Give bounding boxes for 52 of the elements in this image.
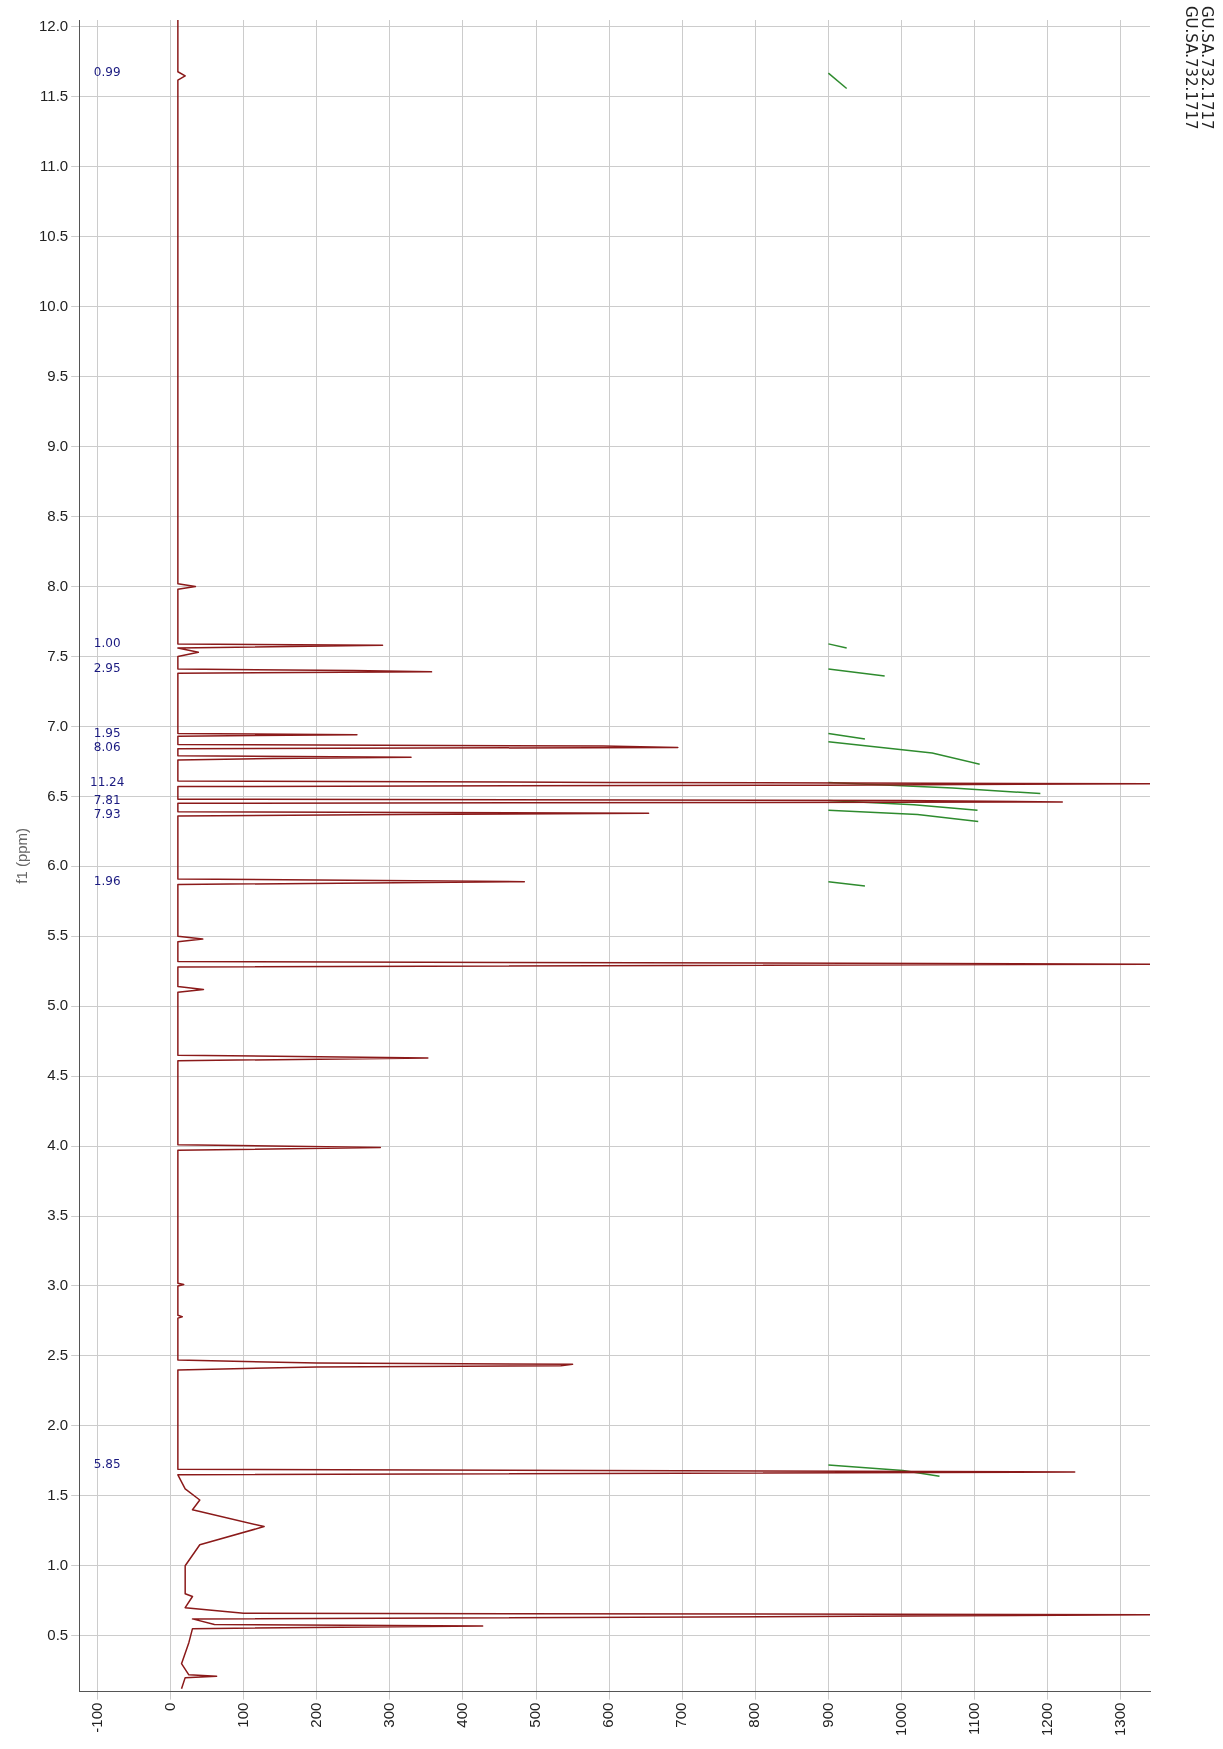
y-tick-label: 3.5 <box>47 1206 69 1224</box>
y-axis-title: f1 (ppm) <box>13 827 31 884</box>
annotation: 5.85 <box>93 1457 121 1472</box>
x-tick-label: 700 <box>672 1702 690 1728</box>
y-tick-label: 2.5 <box>47 1346 69 1364</box>
x-tick-label: 1200 <box>1037 1702 1055 1737</box>
x-tick-label: 900 <box>818 1702 836 1728</box>
y-tick-label: 3.0 <box>47 1276 69 1294</box>
y-tick-label: 11.5 <box>40 87 69 105</box>
y-tick-label: 9.5 <box>47 366 69 384</box>
y-tick-label: 1.0 <box>47 1555 69 1573</box>
text: GU.SA.732.1717 <box>1182 6 1200 130</box>
y-tick-label: 7.0 <box>47 716 69 734</box>
x-tick-label: 300 <box>379 1702 397 1728</box>
y-tick-label: 2.0 <box>47 1415 69 1433</box>
y-tick-label: 8.0 <box>47 576 69 594</box>
annotation: 1.95 <box>93 725 121 740</box>
text: GU.SA.732.1717 <box>1198 6 1216 130</box>
annotation: 1.00 <box>93 636 121 651</box>
annotation: 1.96 <box>93 873 121 888</box>
y-tick-label: 5.5 <box>47 926 69 944</box>
y-tick-label: 8.5 <box>47 506 69 524</box>
y-tick-label: 9.0 <box>47 436 69 454</box>
annotation: 2.95 <box>93 661 121 676</box>
x-tick-label: 1000 <box>891 1702 909 1737</box>
annotation: 7.93 <box>93 806 121 821</box>
y-tick-label: 6.0 <box>47 856 69 874</box>
y-tick-label: 12.0 <box>38 17 69 35</box>
x-tick-label: 1100 <box>964 1702 982 1735</box>
y-tick-label: 10.0 <box>38 296 69 314</box>
y-tick-label: 6.5 <box>47 786 69 804</box>
y-tick-label: 11.0 <box>40 157 69 175</box>
y-tick-label: 5.0 <box>47 996 69 1014</box>
x-tick-label: 0 <box>160 1702 178 1711</box>
x-tick-label: 400 <box>453 1702 471 1728</box>
annotation: 11.24 <box>90 774 125 789</box>
y-tick-label: 10.5 <box>38 226 69 244</box>
y-tick-label: 7.5 <box>47 646 69 664</box>
y-tick-label: 0.5 <box>47 1625 69 1643</box>
y-tick-label: 4.0 <box>47 1136 69 1154</box>
x-tick-label: 500 <box>526 1702 544 1728</box>
x-tick-label: -100 <box>87 1702 105 1733</box>
annotation: 7.81 <box>93 792 121 807</box>
x-tick-label: 1300 <box>1110 1702 1128 1737</box>
x-tick-label: 100 <box>233 1702 251 1728</box>
y-tick-label: 4.5 <box>47 1066 69 1084</box>
x-tick-label: 600 <box>599 1702 617 1728</box>
annotation: 8.06 <box>93 739 121 754</box>
annotation: 0.99 <box>93 65 121 80</box>
x-tick-label: 800 <box>745 1702 763 1728</box>
x-tick-label: 200 <box>306 1702 324 1728</box>
y-tick-label: 1.5 <box>47 1485 69 1503</box>
